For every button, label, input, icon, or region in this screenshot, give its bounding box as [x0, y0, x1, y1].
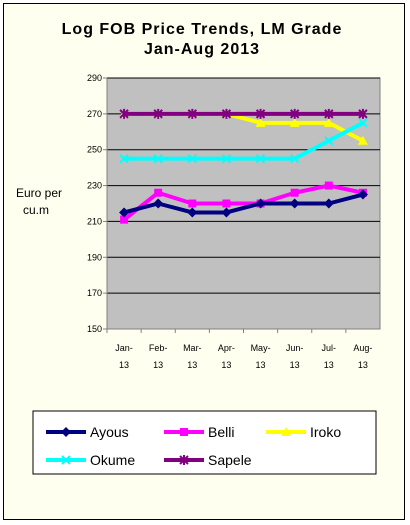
- legend-marker-ayous: [61, 427, 71, 437]
- point-okume-4: [255, 153, 266, 164]
- point-ayous-1: [153, 198, 164, 209]
- point-ayous-6: [323, 198, 334, 209]
- point-sapele-7: [358, 108, 368, 119]
- x-tick-label-6: Jul-13: [322, 343, 337, 370]
- point-ayous-2: [187, 207, 198, 218]
- legend: Ayous Belli Iroko Okume Sapele: [46, 424, 341, 468]
- x-tick-label-5: Jun-13: [286, 343, 304, 370]
- point-okume-1: [153, 153, 163, 164]
- legend-box: [32, 410, 377, 475]
- series-line-ayous: [123, 192, 364, 215]
- series-okume: [119, 118, 368, 164]
- y-tick-label-270: 270: [87, 109, 102, 119]
- x-tick-label-2: Mar-13: [183, 343, 202, 370]
- legend-label-okume: Okume: [90, 452, 135, 468]
- y-tick-label-210: 210: [87, 216, 102, 226]
- point-ayous-0: [119, 207, 130, 218]
- point-okume-3: [221, 153, 232, 164]
- x-tick-label-7: Aug-13: [353, 343, 372, 370]
- chart-title: Log FOB Price Trends, LM Grade: [62, 21, 343, 38]
- y-axis: 150 170 190 210 230 250 270 290: [87, 73, 107, 334]
- legend-label-sapele: Sapele: [208, 452, 252, 468]
- legend-item-belli: Belli: [164, 424, 234, 440]
- series-ayous: [119, 189, 368, 218]
- point-belli-1: [154, 188, 163, 197]
- point-belli-3: [222, 199, 231, 208]
- legend-label-ayous: Ayous: [90, 424, 129, 440]
- series-line-okume: [124, 121, 364, 161]
- y-tick-label-290: 290: [87, 73, 102, 83]
- legend-item-ayous: Ayous: [46, 424, 129, 440]
- y-tick-label-150: 150: [87, 324, 102, 334]
- point-okume-5: [289, 153, 300, 164]
- point-sapele-5: [289, 108, 300, 119]
- point-belli-0: [120, 215, 129, 224]
- point-iroko-6: [323, 117, 334, 127]
- point-sapele-4: [255, 108, 266, 119]
- x-tick-label-3: Apr-13: [218, 343, 235, 370]
- point-belli-6: [324, 181, 333, 190]
- y-tick-label-230: 230: [87, 181, 102, 191]
- point-ayous-3: [221, 207, 232, 218]
- legend-label-belli: Belli: [208, 424, 234, 440]
- y-tick-label-250: 250: [87, 145, 102, 155]
- point-sapele-3: [221, 108, 232, 119]
- chart-svg: Log FOB Price Trends, LM Grade Jan-Aug 2…: [16, 21, 381, 475]
- chart-frame: Log FOB Price Trends, LM Grade Jan-Aug 2…: [3, 3, 405, 520]
- point-iroko-4: [255, 117, 266, 127]
- point-belli-2: [188, 199, 197, 208]
- point-ayous-5: [289, 198, 300, 209]
- series-sapele: [119, 108, 368, 119]
- x-axis: Jan-13 Feb-13 Mar-13 Apr-13 May-13 Jun-13 Jul-…: [106, 329, 372, 370]
- point-iroko-5: [289, 117, 300, 127]
- x-tick-label-1: Feb-13: [149, 343, 168, 370]
- point-okume-0: [119, 153, 129, 164]
- point-ayous-7: [357, 189, 368, 200]
- legend-marker-sapele: [179, 455, 189, 465]
- legend-item-iroko: Iroko: [266, 424, 341, 440]
- legend-item-okume: Okume: [46, 452, 135, 468]
- y-axis-label-line-1: Euro per: [16, 186, 62, 200]
- legend-marker-iroko: [281, 427, 291, 436]
- x-tick-label-4: May-13: [251, 343, 271, 370]
- point-belli-5: [290, 188, 299, 197]
- legend-marker-belli: [180, 428, 188, 436]
- point-ayous-4: [255, 198, 266, 209]
- point-iroko-7: [357, 135, 368, 145]
- y-tick-label-190: 190: [87, 252, 102, 262]
- point-sapele-1: [153, 108, 163, 119]
- point-sapele-6: [324, 108, 334, 119]
- y-axis-label-line-2: cu.m: [23, 203, 49, 217]
- point-okume-6: [324, 136, 334, 146]
- chart-subtitle: Jan-Aug 2013: [144, 41, 260, 58]
- point-sapele-2: [187, 108, 198, 119]
- point-okume-7: [358, 118, 368, 128]
- y-tick-label-170: 170: [87, 288, 102, 298]
- point-okume-2: [187, 153, 198, 164]
- legend-marker-okume: [61, 455, 71, 465]
- x-tick-label-0: Jan-13: [115, 343, 133, 370]
- series-layer: [119, 108, 368, 224]
- legend-item-sapele: Sapele: [164, 452, 252, 468]
- point-sapele-0: [119, 108, 129, 119]
- series-line-belli: [122, 183, 364, 222]
- legend-label-iroko: Iroko: [310, 424, 341, 440]
